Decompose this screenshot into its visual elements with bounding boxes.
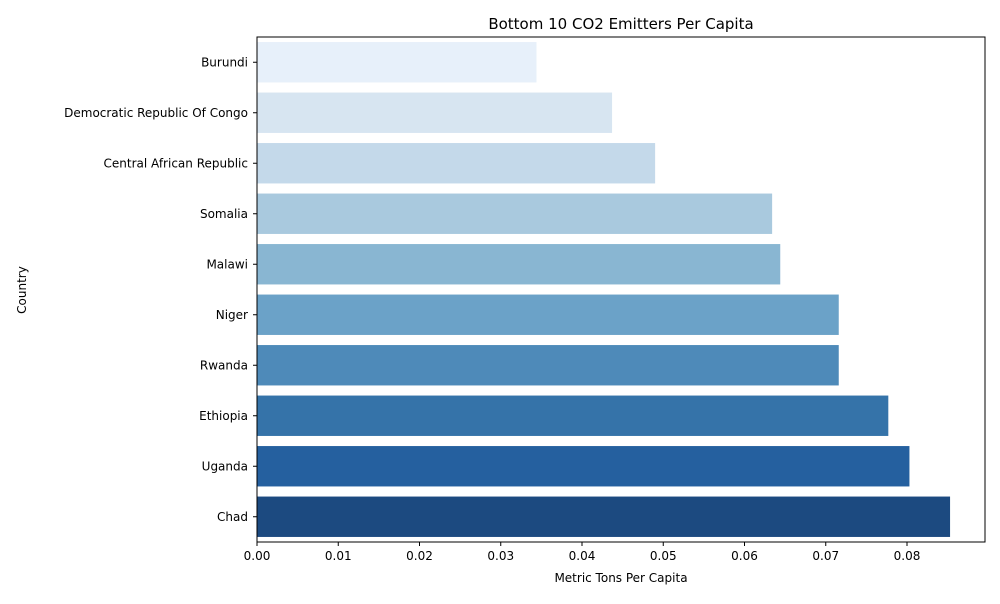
- bar-uganda: [257, 446, 910, 487]
- bar-ethiopia: [257, 395, 889, 436]
- chart-title: Bottom 10 CO2 Emitters Per Capita: [488, 15, 753, 33]
- y-tick-label: Central African Republic: [104, 156, 248, 170]
- x-tick-label: 0.04: [569, 549, 596, 563]
- y-tick-label: Ethiopia: [199, 409, 248, 423]
- bar-democratic-republic-of-congo: [257, 92, 613, 133]
- x-tick-label: 0.01: [325, 549, 352, 563]
- bar-niger: [257, 294, 839, 335]
- y-tick-label: Democratic Republic Of Congo: [64, 106, 248, 120]
- bars-layer: [257, 42, 951, 537]
- y-tick-label: Chad: [217, 510, 248, 524]
- x-tick-label: 0.07: [812, 549, 839, 563]
- y-tick-label: Rwanda: [200, 358, 248, 372]
- bar-burundi: [257, 42, 537, 83]
- plot-frame: [256, 36, 986, 543]
- y-tick-label: Niger: [216, 308, 248, 322]
- bar-somalia: [257, 193, 773, 234]
- y-tick-label: Burundi: [201, 55, 248, 69]
- bar-rwanda: [257, 345, 839, 386]
- x-tick-label: 0.05: [650, 549, 677, 563]
- y-tick-label: Somalia: [200, 207, 248, 221]
- y-axis-ticks: Burundi Democratic Republic Of Congo Centr…: [64, 55, 257, 524]
- bar-malawi: [257, 244, 781, 285]
- x-tick-label: 0.02: [406, 549, 433, 563]
- x-tick-label: 0.08: [894, 549, 921, 563]
- x-axis-label: Metric Tons Per Capita: [554, 571, 687, 585]
- x-tick-label: 0.06: [731, 549, 758, 563]
- y-tick-label: Malawi: [206, 257, 248, 271]
- y-tick-label: Uganda: [202, 459, 248, 473]
- x-axis-ticks: 0.00 0.01 0.02 0.03 0.04 0.05 0.06 0.07 0.08: [244, 542, 921, 563]
- x-tick-label: 0.03: [487, 549, 514, 563]
- bar-central-african-republic: [257, 143, 656, 184]
- x-tick-label: 0.00: [244, 549, 271, 563]
- y-axis-label: Country: [15, 266, 29, 314]
- bar-chad: [257, 496, 951, 537]
